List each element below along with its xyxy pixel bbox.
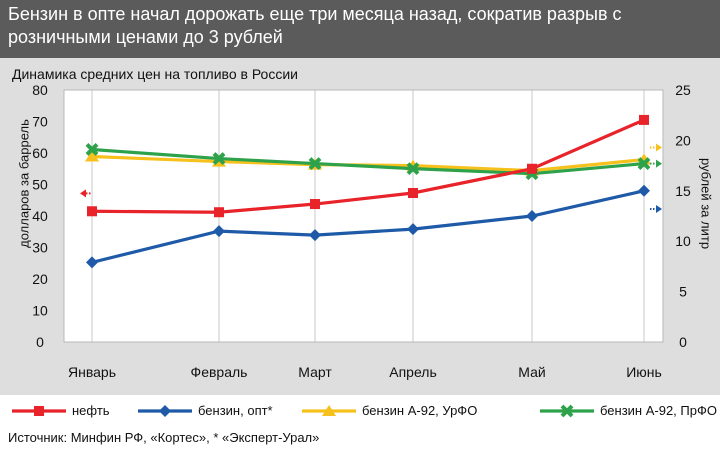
marker-x	[308, 157, 322, 170]
source-note: Источник: Минфин РФ, «Кортес», * «Экспер…	[8, 430, 320, 445]
marker-diamond	[526, 210, 538, 222]
x-tick-label: Февраль	[191, 364, 248, 380]
marker-square	[527, 163, 537, 174]
series-arrow	[80, 189, 92, 198]
y-left-tick-label: 80	[32, 82, 48, 98]
marker-diamond	[309, 229, 321, 242]
y-left-tick-label: 0	[36, 334, 44, 350]
legend-swatch-oil	[12, 406, 66, 416]
marker-square	[408, 188, 418, 199]
plot-area	[64, 90, 663, 342]
legend-label-oil: нефть	[72, 403, 110, 418]
legend-swatch-a92-prfo	[540, 404, 594, 418]
chart-headline: Бензин в опте начал дорожать еще три мес…	[8, 4, 622, 47]
series-arrow	[650, 143, 662, 152]
x-tick-label: Май	[518, 364, 545, 380]
legend-label-a92-prfo: бензин А-92, ПрФО	[600, 403, 717, 418]
legend-swatch-a92-urfo	[302, 405, 356, 416]
y-left-tick-label: 70	[32, 114, 48, 130]
line-chart: 0 10 20 30 40 50 60 70 80 0 5 10 15 20 25 Январь Февраль…	[32, 82, 691, 380]
arrow-head	[656, 143, 662, 152]
x-tick-label: Январь	[68, 364, 116, 380]
arrow-head	[656, 159, 662, 168]
marker-square	[639, 114, 649, 125]
marker-diamond	[213, 225, 225, 238]
legend: нефть бензин, опт* бензин А-92, УрФО бен…	[0, 395, 720, 425]
marker-square	[310, 199, 320, 210]
legend-label-wholesale-gasoline: бензин, опт*	[198, 403, 273, 418]
x-tick-label: Июнь	[626, 364, 662, 380]
y-left-tick-label: 40	[32, 208, 48, 224]
legend-label-a92-urfo: бензин А-92, УрФО	[362, 403, 478, 418]
marker-square	[87, 206, 97, 217]
marker-triangle	[85, 150, 99, 162]
series-arrow	[650, 159, 662, 168]
arrow-head	[80, 189, 86, 198]
marker-diamond	[86, 256, 98, 269]
y-right-tick-label: 0	[679, 334, 687, 350]
marker-diamond	[638, 184, 650, 197]
marker-triangle	[322, 405, 336, 416]
marker-square	[34, 406, 44, 416]
arrow-head	[656, 204, 662, 213]
y-left-tick-label: 30	[32, 240, 48, 256]
y-left-tick-label: 60	[32, 145, 48, 161]
y-right-tick-label: 10	[675, 233, 691, 249]
marker-x	[406, 162, 420, 176]
marker-x	[560, 404, 574, 418]
marker-x	[637, 157, 651, 170]
y-left-tick-label: 20	[32, 271, 48, 287]
x-tick-label: Март	[298, 364, 332, 380]
y-left-tick-label: 10	[32, 303, 48, 319]
marker-diamond	[159, 405, 171, 417]
y-right-tick-label: 20	[675, 132, 691, 148]
series-line	[91, 189, 645, 264]
x-tick-label: Апрель	[389, 364, 437, 380]
chart-title: Динамика средних цен на топливо в России	[12, 66, 298, 82]
y-right-tick-label: 25	[675, 82, 691, 98]
y-right-tick-label: 15	[675, 183, 691, 199]
series-line	[91, 147, 645, 176]
y-left-tick-label: 50	[32, 177, 48, 193]
marker-x	[85, 143, 99, 156]
y-right-tick-label: 5	[679, 284, 687, 300]
legend-swatch-wholesale-gasoline	[138, 405, 192, 417]
marker-square	[214, 207, 224, 218]
marker-x	[212, 152, 226, 165]
header-bar: Бензин в опте начал дорожать еще три мес…	[0, 0, 720, 58]
marker-diamond	[407, 223, 419, 236]
series-arrow	[650, 204, 662, 213]
series-line	[91, 118, 645, 214]
plot-border	[63, 89, 664, 343]
